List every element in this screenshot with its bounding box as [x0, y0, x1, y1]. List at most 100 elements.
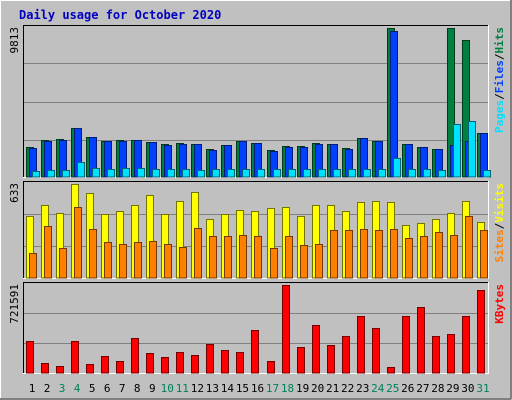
bar-pages-day-11 — [182, 169, 190, 178]
bar-sites-day-31 — [480, 230, 488, 279]
x-tick-label-day-21: 21 — [326, 382, 339, 395]
bar-kbytes-day-29 — [447, 334, 455, 374]
legend: KBytes — [493, 284, 506, 324]
x-tick-label-day-11: 11 — [176, 382, 189, 395]
bar-sites-day-18 — [285, 236, 293, 279]
bar-kbytes-day-22 — [342, 336, 350, 374]
bar-kbytes-day-12 — [191, 355, 199, 374]
bar-kbytes-day-6 — [101, 356, 109, 374]
bar-sites-day-15 — [239, 235, 247, 279]
bar-kbytes-day-3 — [56, 366, 64, 374]
legend-text: Sites/Visits — [493, 183, 506, 263]
bar-sites-day-2 — [44, 226, 52, 279]
bar-pages-day-17 — [273, 169, 281, 178]
y-max-label: 633 — [8, 183, 21, 203]
bar-sites-day-28 — [435, 232, 443, 279]
bar-kbytes-day-26 — [402, 316, 410, 374]
bar-sites-day-1 — [29, 253, 37, 279]
bar-pages-day-14 — [227, 169, 235, 178]
legend-entry: Sites — [493, 229, 506, 262]
x-tick-label-day-22: 22 — [341, 382, 354, 395]
bar-sites-day-10 — [164, 244, 172, 279]
bar-pages-day-20 — [318, 169, 326, 178]
bar-sites-day-8 — [134, 242, 142, 279]
bar-kbytes-day-7 — [116, 361, 124, 374]
bar-pages-day-6 — [107, 169, 115, 178]
x-tick-label-day-30: 30 — [461, 382, 474, 395]
legend-entry: KBytes — [493, 284, 506, 324]
bar-pages-day-30 — [468, 121, 476, 178]
x-tick-label-day-12: 12 — [191, 382, 204, 395]
bar-kbytes-day-10 — [161, 357, 169, 374]
legend-entry: Visits — [493, 183, 506, 223]
bar-sites-day-5 — [89, 229, 97, 279]
x-axis-day-labels: 1 2 3 4 5 6 7 8 9 10 11 12 13 14 15 16 17 18 19 20 21 22 23 24 2… — [29, 382, 490, 395]
bar-pages-day-21 — [333, 169, 341, 178]
chart-panels: 9813 Pages/Files/Hits 633 Sites/Visits 72159… — [8, 25, 506, 374]
bar-pages-day-25 — [393, 158, 401, 178]
x-tick-label-day-4: 4 — [74, 382, 81, 395]
bar-pages-day-7 — [122, 168, 130, 178]
bar-pages-day-13 — [212, 169, 220, 178]
x-tick-label-day-3: 3 — [59, 382, 66, 395]
bar-pages-day-22 — [348, 169, 356, 178]
bar-pages-day-9 — [152, 169, 160, 178]
bar-sites-day-6 — [104, 242, 112, 279]
bar-sites-day-27 — [420, 236, 428, 279]
bar-sites-day-17 — [270, 248, 278, 279]
chart-title: Daily usage for October 2020 — [19, 8, 221, 22]
bar-pages-day-12 — [197, 170, 205, 178]
x-tick-label-day-19: 19 — [296, 382, 309, 395]
bar-sites-day-20 — [315, 244, 323, 279]
x-tick-label-day-29: 29 — [446, 382, 459, 395]
bar-pages-day-3 — [62, 170, 70, 178]
y-max-label: 721591 — [8, 284, 21, 324]
bar-sites-day-19 — [300, 245, 308, 279]
bar-sites-day-12 — [194, 228, 202, 279]
bar-kbytes-day-2 — [41, 363, 49, 374]
x-tick-label-day-7: 7 — [119, 382, 126, 395]
x-tick-label-day-20: 20 — [311, 382, 324, 395]
bar-pages-day-1 — [32, 171, 40, 178]
bar-sites-day-7 — [119, 244, 127, 279]
bar-sites-day-16 — [254, 236, 262, 279]
bars — [26, 184, 488, 279]
bar-kbytes-day-15 — [236, 352, 244, 374]
bar-pages-day-28 — [438, 170, 446, 178]
legend-text: Pages/Files/Hits — [493, 27, 506, 133]
bar-sites-day-22 — [345, 230, 353, 279]
y-max-label: 9813 — [8, 27, 21, 54]
bar-kbytes-day-30 — [462, 316, 470, 374]
bar-pages-day-31 — [483, 170, 491, 178]
bar-pages-day-10 — [167, 169, 175, 178]
x-tick-label-day-28: 28 — [431, 382, 444, 395]
bar-kbytes-day-25 — [387, 367, 395, 374]
x-tick-label-day-14: 14 — [221, 382, 235, 395]
bar-sites-day-26 — [405, 238, 413, 279]
x-tick-label-day-18: 18 — [281, 382, 294, 395]
bar-pages-day-16 — [257, 169, 265, 178]
bar-pages-day-2 — [47, 170, 55, 178]
bar-sites-day-25 — [390, 229, 398, 279]
x-tick-label-day-9: 9 — [149, 382, 156, 395]
bar-kbytes-day-20 — [312, 325, 320, 374]
bar-sites-day-9 — [149, 241, 157, 279]
bar-sites-day-21 — [330, 230, 338, 279]
bars — [26, 285, 485, 374]
x-tick-label-day-25: 25 — [386, 382, 399, 395]
bar-kbytes-day-24 — [372, 328, 380, 374]
bar-sites-day-4 — [74, 207, 82, 279]
bar-sites-day-23 — [360, 229, 368, 279]
bar-kbytes-day-19 — [297, 347, 305, 374]
x-tick-label-day-15: 15 — [236, 382, 249, 395]
bar-kbytes-day-11 — [176, 352, 184, 374]
legend: Sites/Visits — [493, 183, 506, 263]
bar-pages-day-23 — [363, 169, 371, 178]
x-tick-label-day-23: 23 — [356, 382, 369, 395]
bar-kbytes-day-18 — [282, 285, 290, 374]
bar-sites-day-14 — [224, 236, 232, 279]
bar-pages-day-4 — [77, 162, 85, 178]
bar-kbytes-day-14 — [221, 350, 229, 374]
